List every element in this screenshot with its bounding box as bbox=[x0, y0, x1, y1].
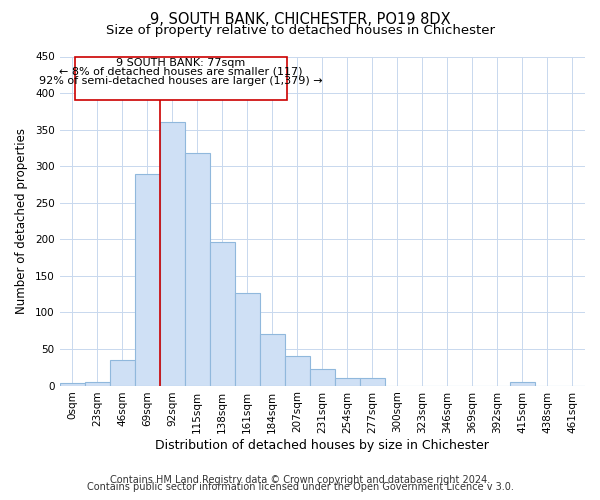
Bar bbox=[59, 384, 85, 386]
Bar bbox=[510, 382, 535, 386]
Text: Contains public sector information licensed under the Open Government Licence v : Contains public sector information licen… bbox=[86, 482, 514, 492]
Bar bbox=[185, 153, 209, 386]
Text: ← 8% of detached houses are smaller (117): ← 8% of detached houses are smaller (117… bbox=[59, 66, 302, 76]
Bar bbox=[160, 122, 185, 386]
Text: 9, SOUTH BANK, CHICHESTER, PO19 8DX: 9, SOUTH BANK, CHICHESTER, PO19 8DX bbox=[149, 12, 451, 28]
Bar bbox=[260, 334, 285, 386]
Bar bbox=[209, 242, 235, 386]
Bar bbox=[310, 370, 335, 386]
Bar bbox=[335, 378, 360, 386]
Bar bbox=[85, 382, 110, 386]
Bar bbox=[285, 356, 310, 386]
FancyBboxPatch shape bbox=[74, 56, 287, 100]
Y-axis label: Number of detached properties: Number of detached properties bbox=[15, 128, 28, 314]
Bar bbox=[134, 174, 160, 386]
Text: 9 SOUTH BANK: 77sqm: 9 SOUTH BANK: 77sqm bbox=[116, 58, 245, 68]
Text: Contains HM Land Registry data © Crown copyright and database right 2024.: Contains HM Land Registry data © Crown c… bbox=[110, 475, 490, 485]
Text: 92% of semi-detached houses are larger (1,379) →: 92% of semi-detached houses are larger (… bbox=[39, 76, 323, 86]
Text: Size of property relative to detached houses in Chichester: Size of property relative to detached ho… bbox=[106, 24, 494, 37]
Bar bbox=[235, 292, 260, 386]
Bar bbox=[360, 378, 385, 386]
Bar bbox=[110, 360, 134, 386]
X-axis label: Distribution of detached houses by size in Chichester: Distribution of detached houses by size … bbox=[155, 440, 489, 452]
